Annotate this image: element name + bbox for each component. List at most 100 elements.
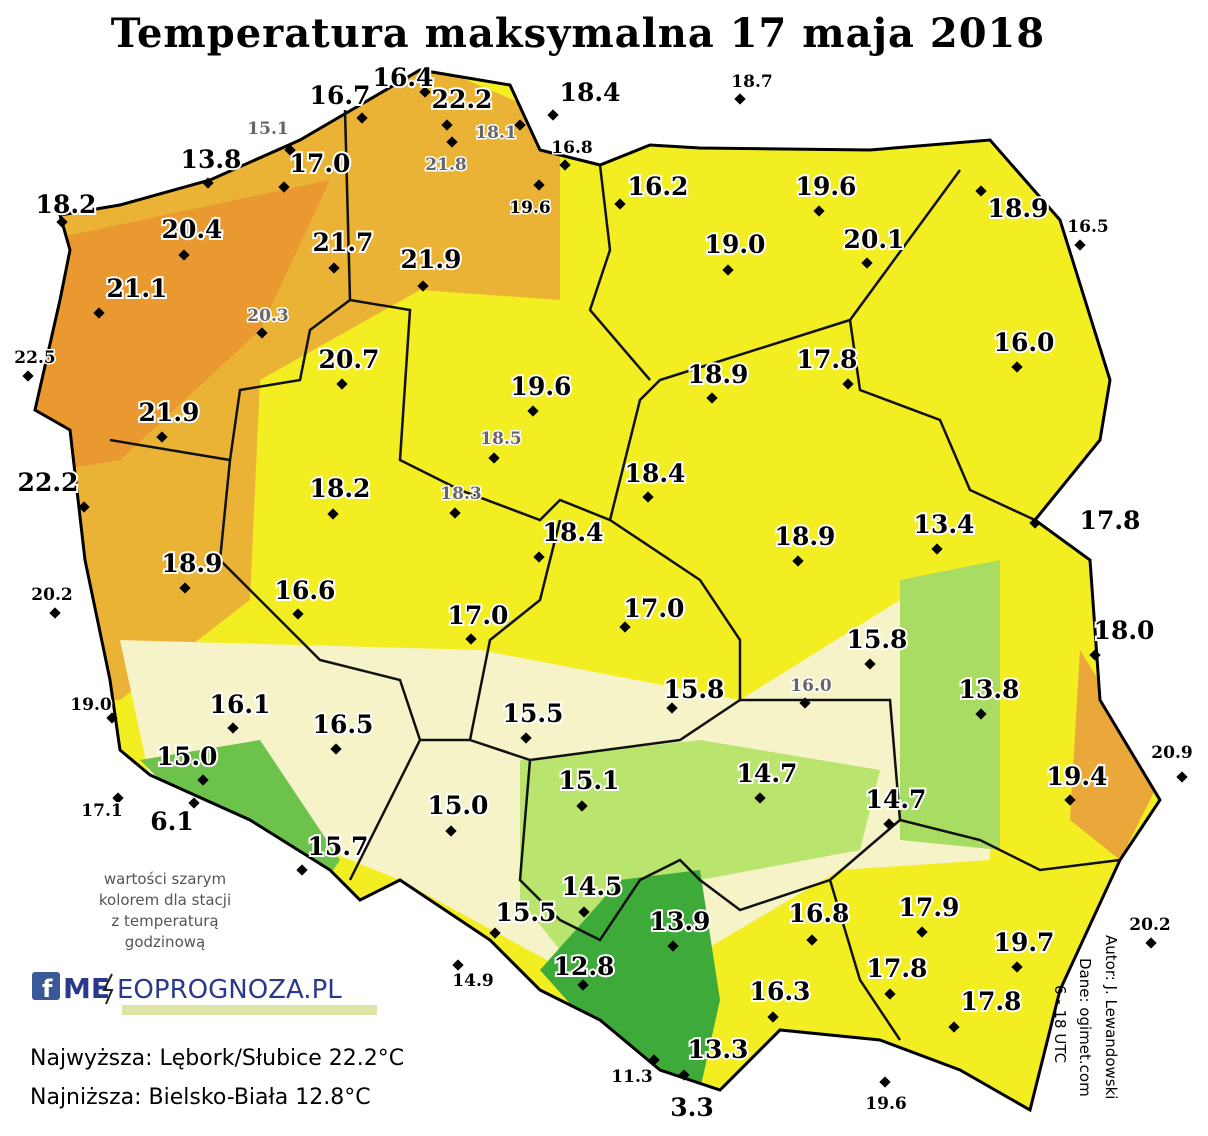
- station-marker: [799, 697, 811, 709]
- station-value: 17.8: [1080, 506, 1141, 535]
- station-marker: [559, 159, 571, 171]
- station-value: 20.2: [31, 585, 72, 605]
- station-marker: [642, 491, 654, 503]
- station-value: 18.4: [560, 78, 621, 107]
- station-marker: [446, 136, 458, 148]
- station-marker: [488, 452, 500, 464]
- station-value: 20.4: [162, 215, 223, 244]
- station-value: 15.0: [428, 791, 489, 820]
- station-value: 17.1: [81, 801, 122, 821]
- station-marker: [1089, 649, 1101, 661]
- station-value: 18.9: [775, 522, 836, 551]
- station-marker: [1064, 794, 1076, 806]
- logo-left: ME: [63, 972, 110, 1005]
- station-value: 15.8: [664, 675, 725, 704]
- station-marker: [734, 93, 746, 105]
- station-value: 14.5: [562, 872, 623, 901]
- station-marker: [767, 1011, 779, 1023]
- svg-text:f: f: [42, 975, 53, 1003]
- station-value: 15.1: [559, 766, 620, 795]
- station-marker: [278, 181, 290, 193]
- station-marker: [296, 864, 308, 876]
- station-value: 17.8: [867, 954, 928, 983]
- station-value: 22.5: [14, 348, 55, 368]
- station-value: 21.1: [107, 274, 168, 303]
- station-value: 21.9: [139, 398, 200, 427]
- station-value: 16.8: [789, 899, 850, 928]
- station-value: 16.4: [373, 63, 434, 92]
- station-value: 18.2: [36, 190, 97, 219]
- station-marker: [1074, 239, 1086, 251]
- station-value: 16.5: [313, 710, 374, 739]
- station-marker: [465, 633, 477, 645]
- station-value: 16.5: [1067, 217, 1108, 237]
- station-value: 15.5: [496, 898, 557, 927]
- lowest: Najniższa: Bielsko-Biała 12.8°C: [30, 1085, 371, 1110]
- station-value: 15.1: [247, 119, 288, 139]
- station-marker: [327, 508, 339, 520]
- station-value: 15.8: [847, 625, 908, 654]
- credit: 6 - 18 UTC: [1051, 985, 1069, 1063]
- station-marker: [445, 825, 457, 837]
- station-marker: [1176, 771, 1188, 783]
- station-marker: [948, 1021, 960, 1033]
- credits: Autor: J. Lewandowski Dane: ogimet.com 6…: [1051, 935, 1120, 1099]
- station-marker: [884, 988, 896, 1000]
- station-marker: [417, 280, 429, 292]
- station-value: 16.1: [210, 690, 271, 719]
- station-marker: [975, 185, 987, 197]
- station-value: 12.8: [554, 952, 615, 981]
- station-value: 6.1: [150, 807, 194, 836]
- logo-right: EOPROGNOZA.PL: [117, 975, 342, 1005]
- station-marker: [614, 198, 626, 210]
- station-marker: [1145, 937, 1157, 949]
- station-marker: [330, 743, 342, 755]
- station-marker: [1029, 517, 1041, 529]
- station-marker: [188, 797, 200, 809]
- station-value: 15.7: [308, 832, 369, 861]
- credit: Autor: J. Lewandowski: [1102, 935, 1120, 1099]
- station-marker: [879, 1076, 891, 1088]
- station-value: 16.6: [275, 576, 336, 605]
- station-value: 19.0: [70, 695, 112, 715]
- station-marker: [678, 1069, 690, 1081]
- station-value: 20.2: [1129, 915, 1170, 935]
- legend-note: wartości szarym kolorem dla stacji z tem…: [99, 870, 231, 951]
- station-value: 16.3: [750, 977, 811, 1006]
- station-marker: [452, 959, 464, 971]
- station-marker: [648, 1054, 660, 1066]
- station-value: 13.3: [688, 1035, 749, 1064]
- station-value: 17.8: [797, 345, 858, 374]
- station-value: 20.3: [247, 306, 288, 326]
- station-value: 21.7: [313, 228, 374, 257]
- station-value: 17.0: [624, 594, 685, 623]
- station-value: 18.3: [440, 484, 481, 504]
- station-value: 16.0: [790, 676, 832, 696]
- station-value: 3.3: [670, 1093, 714, 1122]
- station-marker: [667, 940, 679, 952]
- station-marker: [1011, 961, 1023, 973]
- station-marker: [883, 818, 895, 830]
- station-value: 18.2: [310, 474, 371, 503]
- station-value: 17.8: [961, 987, 1022, 1016]
- station-value: 13.8: [959, 675, 1020, 704]
- station-marker: [864, 658, 876, 670]
- station-marker: [806, 934, 818, 946]
- station-value: 17.0: [290, 149, 351, 178]
- station-value: 17.0: [448, 601, 509, 630]
- credit: Dane: ogimet.com: [1076, 958, 1094, 1097]
- station-marker: [284, 144, 296, 156]
- station-value: 22.2: [18, 468, 79, 497]
- note-line: kolorem dla stacji: [99, 891, 231, 909]
- station-marker: [520, 732, 532, 744]
- station-value: 19.6: [796, 172, 857, 201]
- station-marker: [813, 205, 825, 217]
- station-marker: [156, 431, 168, 443]
- station-value: 15.5: [503, 699, 564, 728]
- station-value: 20.9: [1151, 743, 1192, 763]
- station-marker: [619, 621, 631, 633]
- station-value: 18.7: [731, 72, 772, 92]
- station-marker: [227, 722, 239, 734]
- station-value: 19.6: [511, 372, 572, 401]
